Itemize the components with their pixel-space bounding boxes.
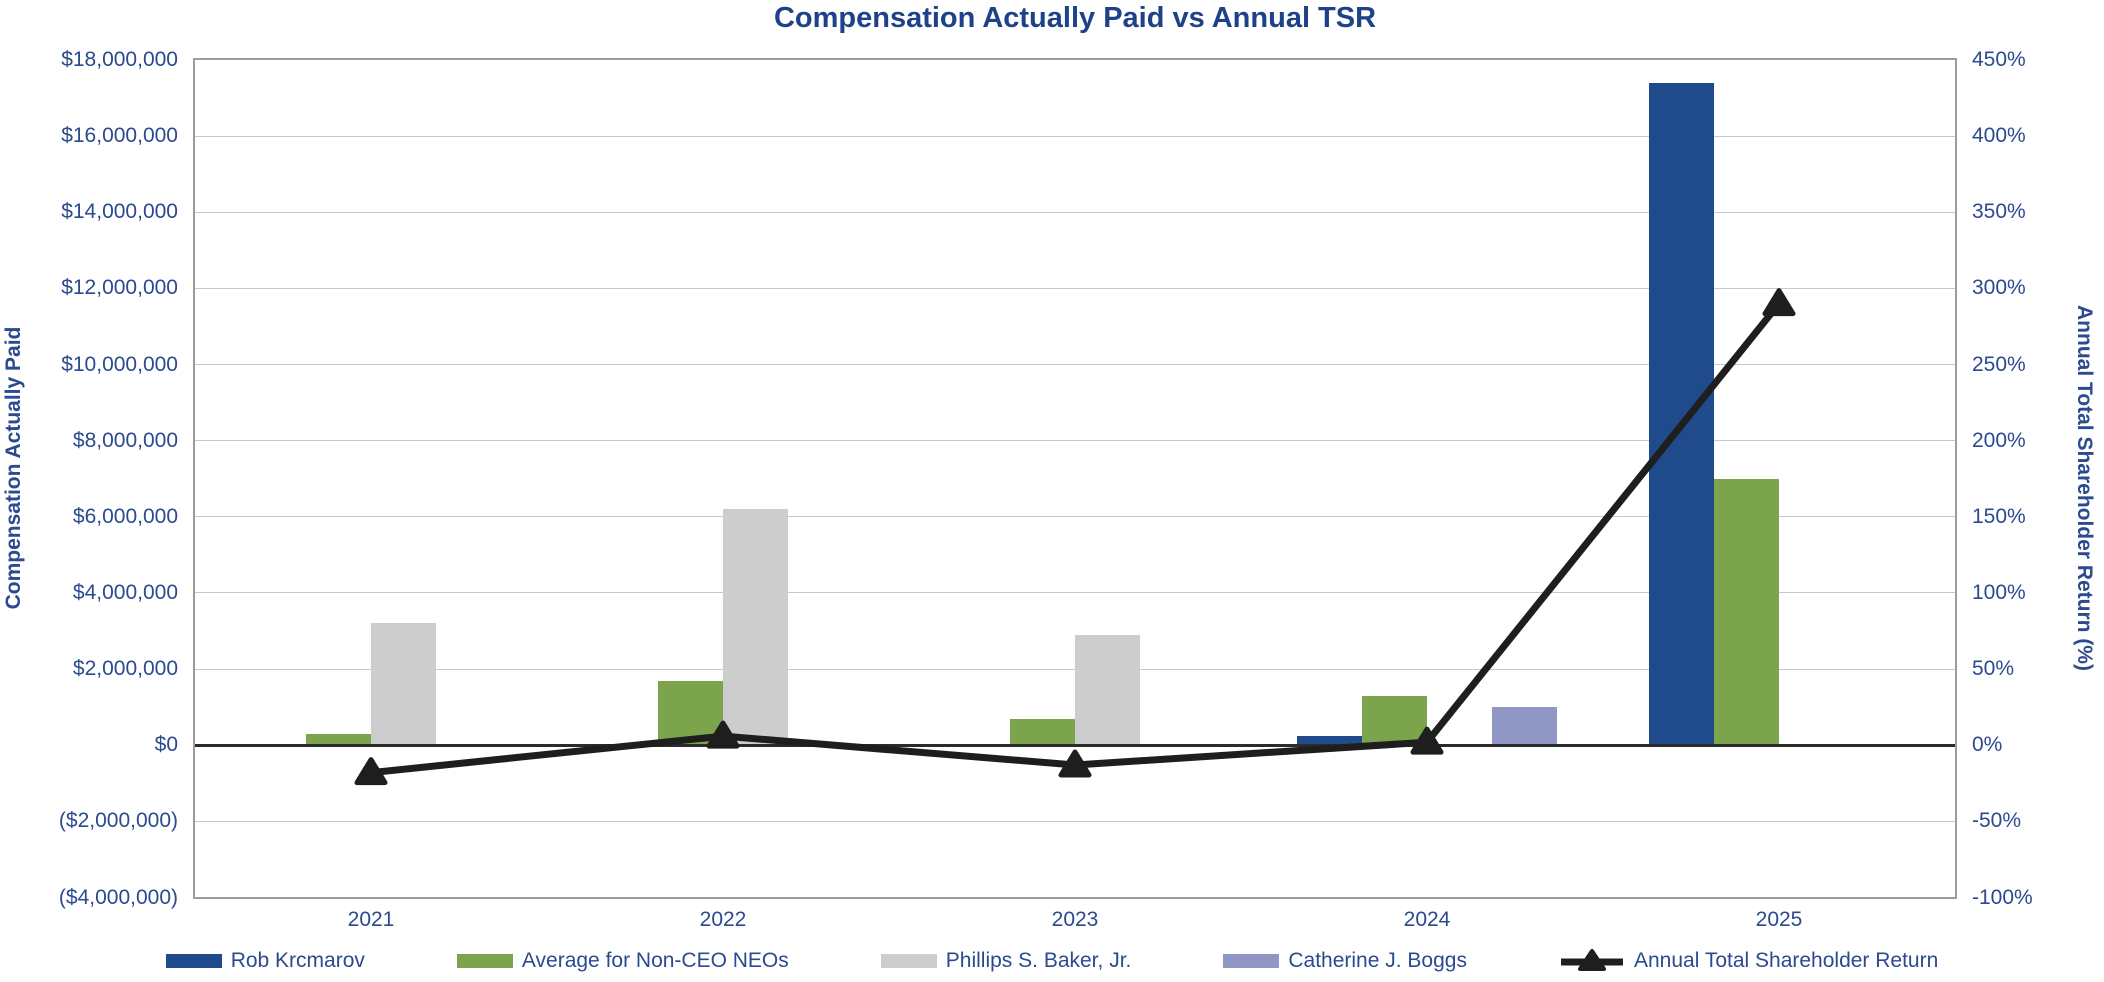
right-axis-tick-label: 50% (1972, 657, 2015, 681)
x-axis-label-2024: 2024 (1403, 908, 1451, 931)
right-axis-tick-label: 250% (1972, 352, 2026, 376)
left-axis-tick-label: $18,000,000 (61, 48, 178, 71)
bar-average-for-non-ceo-neos-2023 (1010, 718, 1075, 746)
right-axis-tick-label: 150% (1972, 504, 2026, 528)
legend-item-rob-krcmarov: Rob Krcmarov (165, 949, 365, 973)
bar-average-for-non-ceo-neos-2021 (306, 733, 371, 746)
legend-item-catherine-j-boggs: Catherine J. Boggs (1223, 949, 1467, 973)
legend-label: Annual Total Shareholder Return (1633, 949, 1939, 972)
left-axis-tick-label: $4,000,000 (72, 580, 178, 604)
bar-rob-krcmarov-2025 (1649, 82, 1714, 746)
right-axis-tick-label: 100% (1972, 580, 2026, 604)
x-axis-label-2021: 2021 (347, 908, 395, 931)
legend-label: Phillips S. Baker, Jr. (945, 949, 1132, 972)
legend-label: Rob Krcmarov (230, 949, 365, 972)
legend-item-annual-total-shareholder-return: Annual Total Shareholder Return (1559, 948, 1938, 974)
left-axis-tick-label: $16,000,000 (61, 124, 178, 148)
legend-swatch (880, 954, 937, 968)
x-axis-label-2025: 2025 (1755, 908, 1803, 931)
bar-catherine-j-boggs-2024 (1492, 707, 1557, 746)
right-axis-tick-label: 450% (1972, 48, 2026, 71)
right-axis-tick-label: 400% (1972, 124, 2026, 148)
bar-average-for-non-ceo-neos-2024 (1362, 695, 1427, 746)
gridline (195, 211, 1955, 213)
left-axis-tick-label: $12,000,000 (61, 276, 178, 300)
legend-label: Average for Non-CEO NEOs (521, 949, 789, 972)
right-axis-tick-label: 300% (1972, 276, 2026, 300)
x-axis-label-2023: 2023 (1051, 908, 1099, 931)
plot-area-frame (193, 58, 1957, 899)
gridline (195, 820, 1955, 822)
right-axis-tick-label: 350% (1972, 200, 2026, 224)
left-axis-tick-label: $10,000,000 (61, 352, 178, 376)
legend-swatch (456, 954, 513, 968)
bar-phillips-s-baker-jr--2022 (723, 509, 788, 746)
legend-item-phillips-s-baker-jr-: Phillips S. Baker, Jr. (880, 949, 1132, 973)
right-axis-tick-label: 200% (1972, 428, 2026, 452)
gridline (195, 135, 1955, 137)
legend-item-average-for-non-ceo-neos: Average for Non-CEO NEOs (456, 949, 789, 973)
left-axis-tick-label: $0 (154, 733, 178, 757)
left-axis-tick-label: $6,000,000 (72, 504, 178, 528)
bar-average-for-non-ceo-neos-2025 (1714, 478, 1779, 746)
legend-swatch (1223, 954, 1280, 968)
legend-line-marker (1560, 949, 1623, 971)
legend-swatch (165, 954, 222, 968)
gridline (195, 287, 1955, 289)
left-axis-tick-label: ($4,000,000) (58, 885, 178, 909)
left-axis-tick-label: $2,000,000 (72, 657, 178, 681)
left-axis-tick-label: $8,000,000 (72, 428, 178, 452)
left-axis-tick-label: ($2,000,000) (58, 809, 178, 833)
legend: Rob Krcmarov Average for Non-CEO NEOs Phil… (0, 942, 2104, 980)
right-axis-tick-label: -50% (1972, 809, 2022, 833)
right-axis-tick-label: 0% (1972, 733, 2003, 757)
zero-baseline (195, 743, 1955, 747)
bar-phillips-s-baker-jr--2021 (371, 623, 436, 746)
legend-label: Catherine J. Boggs (1288, 949, 1467, 972)
right-axis-tick-label: -100% (1972, 885, 2033, 909)
left-axis-tick-label: $14,000,000 (61, 200, 178, 224)
chart-title: Compensation Actually Paid vs Annual TSR (773, 2, 1377, 34)
bar-phillips-s-baker-jr--2023 (1075, 634, 1140, 746)
x-axis-label-2022: 2022 (699, 908, 747, 931)
bar-average-for-non-ceo-neos-2022 (658, 680, 723, 746)
